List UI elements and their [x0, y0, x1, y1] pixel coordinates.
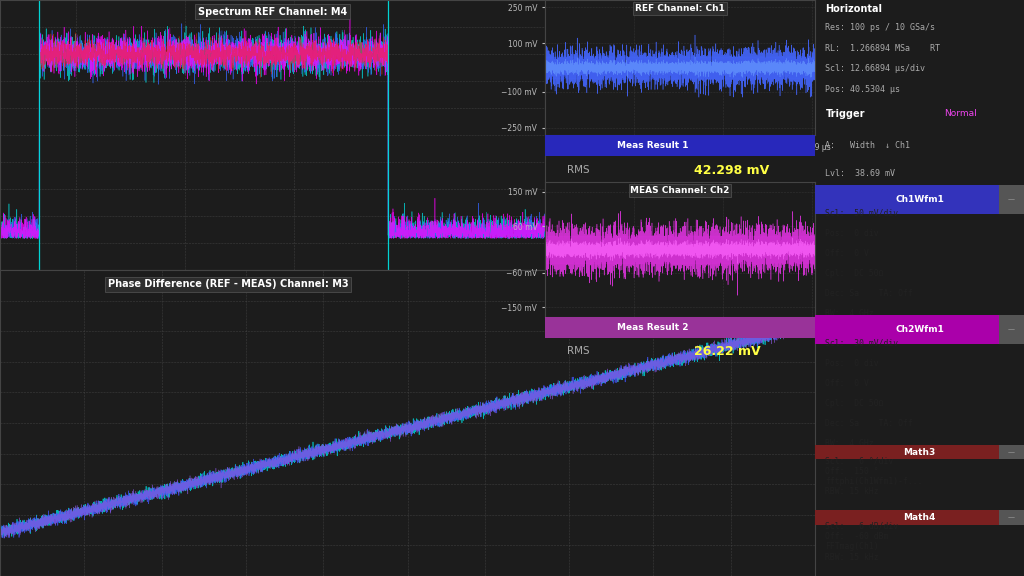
Text: Off:  0 V: Off: 0 V: [825, 249, 869, 257]
Text: Spectrum REF Channel: M4: Spectrum REF Channel: M4: [198, 7, 347, 17]
Text: RL:  1.266894 MSa    RT: RL: 1.266894 MSa RT: [825, 44, 940, 52]
Text: —: —: [1008, 449, 1015, 455]
Text: MEAS Channel: Ch2: MEAS Channel: Ch2: [631, 186, 730, 195]
Bar: [999, 315, 1024, 344]
Text: Scl:   6 °/div: Scl: 6 °/div: [825, 457, 894, 466]
Text: Off:  -60 dBm: Off: -60 dBm: [825, 532, 889, 541]
Text: Off:  150 °: Off: 150 °: [825, 467, 879, 476]
Text: Math3: Math3: [903, 448, 936, 457]
Text: Scl:  30 mV/div: Scl: 30 mV/div: [825, 339, 899, 347]
Text: Cpl:  DC 50Ω: Cpl: DC 50Ω: [825, 399, 884, 408]
Text: Scl:   6 dB/div: Scl: 6 dB/div: [825, 522, 899, 531]
Text: Phase Difference (REF - MEAS) Channel: M3: Phase Difference (REF - MEAS) Channel: M…: [108, 279, 348, 289]
Text: Horizontal: Horizontal: [825, 4, 883, 14]
Text: Pos: 40.5304 μs: Pos: 40.5304 μs: [825, 85, 900, 93]
Bar: [815, 185, 1024, 214]
Text: fftphi(Ch1Wfm1)-f...: fftphi(Ch1Wfm1)-f...: [825, 477, 923, 486]
Text: Scl:  50 mV/div: Scl: 50 mV/div: [825, 209, 899, 217]
Text: Lvl:  38.69 mV: Lvl: 38.69 mV: [825, 169, 895, 178]
Text: Meas Result 2: Meas Result 2: [617, 323, 689, 332]
Text: Meas Result 1: Meas Result 1: [617, 141, 689, 150]
Text: BW:  4 GHz: BW: 4 GHz: [825, 439, 874, 448]
Bar: [545, 317, 815, 338]
Text: —: —: [1008, 196, 1015, 202]
Text: FFTmag(Ch1): FFTmag(Ch1): [825, 543, 879, 551]
Text: Normal: Normal: [944, 109, 977, 118]
Text: RBW: 15 kHz: RBW: 15 kHz: [825, 487, 879, 496]
Text: 42.298 mV: 42.298 mV: [693, 164, 769, 177]
Text: Ch2Wfm1: Ch2Wfm1: [895, 325, 944, 334]
Text: Math4: Math4: [903, 513, 936, 522]
Text: RMS: RMS: [566, 165, 589, 175]
Text: Off:  0 V: Off: 0 V: [825, 378, 869, 388]
Text: Res: 100 ps / 10 GSa/s: Res: 100 ps / 10 GSa/s: [825, 23, 936, 32]
Bar: [999, 185, 1024, 214]
Text: Dec: Sa    TA: Off: Dec: Sa TA: Off: [825, 419, 913, 428]
Text: Pos:  0 div: Pos: 0 div: [825, 358, 879, 367]
Text: Pos:  0 div: Pos: 0 div: [825, 229, 879, 237]
Text: Trigger: Trigger: [825, 109, 865, 119]
Bar: [999, 445, 1024, 459]
Text: —: —: [1008, 326, 1015, 332]
Text: —: —: [1008, 514, 1015, 520]
Text: RMS: RMS: [566, 347, 589, 357]
Text: Dec: Sa    TA: Off: Dec: Sa TA: Off: [825, 289, 913, 298]
Bar: [815, 510, 1024, 525]
Text: REF Channel: Ch1: REF Channel: Ch1: [635, 4, 725, 13]
Text: Ch1Wfm1: Ch1Wfm1: [895, 195, 944, 204]
Bar: [815, 315, 1024, 344]
Text: BW:  4 GHz: BW: 4 GHz: [825, 309, 874, 318]
Text: Scl: 12.66894 μs/div: Scl: 12.66894 μs/div: [825, 64, 926, 73]
Text: RBW: 15 kHz: RBW: 15 kHz: [825, 552, 879, 562]
Text: 26.22 mV: 26.22 mV: [693, 345, 760, 358]
Text: A:   Width  ↓ Ch1: A: Width ↓ Ch1: [825, 141, 910, 150]
Bar: [815, 445, 1024, 459]
Bar: [545, 135, 815, 156]
Bar: [999, 510, 1024, 525]
Text: Cpl:  DC 50Ω: Cpl: DC 50Ω: [825, 269, 884, 278]
